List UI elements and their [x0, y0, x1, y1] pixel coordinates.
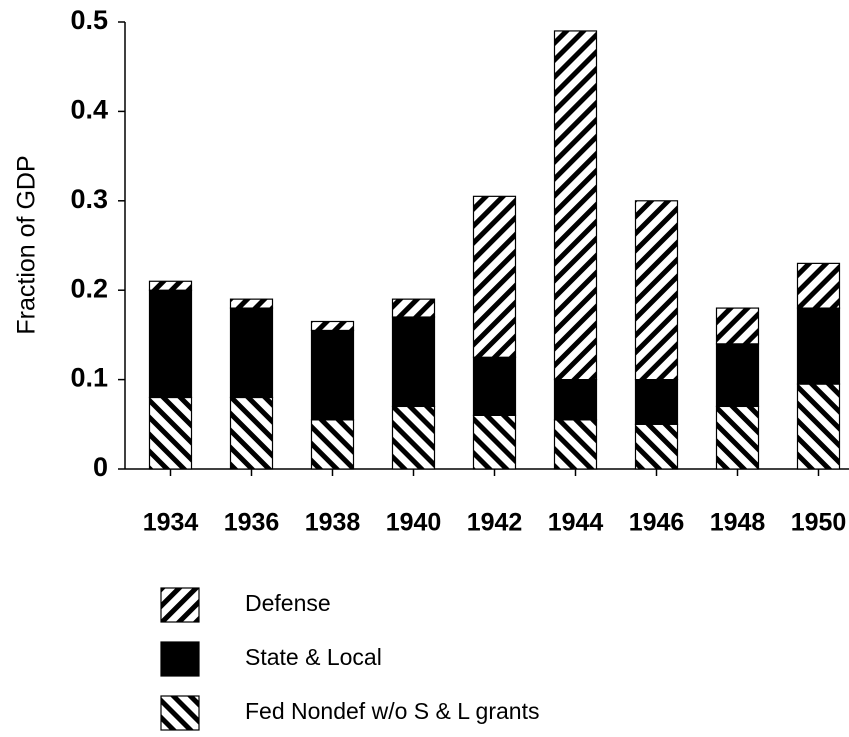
bar-segment [310, 320, 355, 332]
bar-segment [796, 262, 841, 309]
legend-label: Defense [245, 590, 331, 616]
x-tick-label: 1942 [467, 509, 523, 537]
bar-segment [148, 289, 193, 399]
y-axis-label: Fraction of GDP [13, 155, 41, 334]
bar-segment [229, 298, 274, 309]
bar-segment [310, 329, 355, 421]
bar-segment [229, 396, 274, 470]
bar-segment [310, 419, 355, 470]
x-tick-label: 1948 [710, 509, 766, 537]
legend-swatch [160, 587, 200, 623]
bar-segment [148, 396, 193, 470]
bar-segment [634, 423, 679, 470]
legend-swatch [160, 641, 200, 677]
legend-label: Fed Nondef w/o S & L grants [245, 698, 539, 724]
bar-segment [391, 298, 436, 318]
x-tick-label: 1934 [143, 509, 199, 537]
bar-segment [148, 280, 193, 291]
bar-segment [553, 379, 598, 421]
bar-segment [391, 405, 436, 470]
bar-segment [391, 316, 436, 408]
bar-segment [715, 405, 760, 470]
x-tick-label: 1944 [548, 509, 604, 537]
y-tick-label: 0.2 [70, 273, 108, 303]
y-tick-label: 0.5 [70, 5, 108, 35]
bar-segment [472, 195, 517, 358]
bar-segment [796, 307, 841, 385]
x-tick-label: 1946 [629, 509, 685, 537]
y-tick-label: 0 [93, 452, 108, 482]
legend-label: State & Local [245, 644, 382, 670]
x-tick-label: 1936 [224, 509, 280, 537]
bar-segment [796, 383, 841, 470]
y-tick-label: 0.4 [70, 95, 108, 125]
bar-segment [715, 343, 760, 408]
bar-segment [715, 307, 760, 345]
bar-segment [553, 419, 598, 470]
bar-segment [472, 356, 517, 416]
bar-segment [634, 200, 679, 381]
y-tick-label: 0.1 [70, 363, 108, 393]
x-tick-label: 1950 [791, 509, 847, 537]
x-tick-label: 1938 [305, 509, 361, 537]
x-tick-label: 1940 [386, 509, 442, 537]
y-tick-label: 0.3 [70, 184, 108, 214]
bar-segment [553, 30, 598, 381]
bar-segment [229, 307, 274, 399]
legend-swatch [160, 695, 200, 731]
bar-segment [472, 414, 517, 470]
bar-segment [634, 379, 679, 425]
